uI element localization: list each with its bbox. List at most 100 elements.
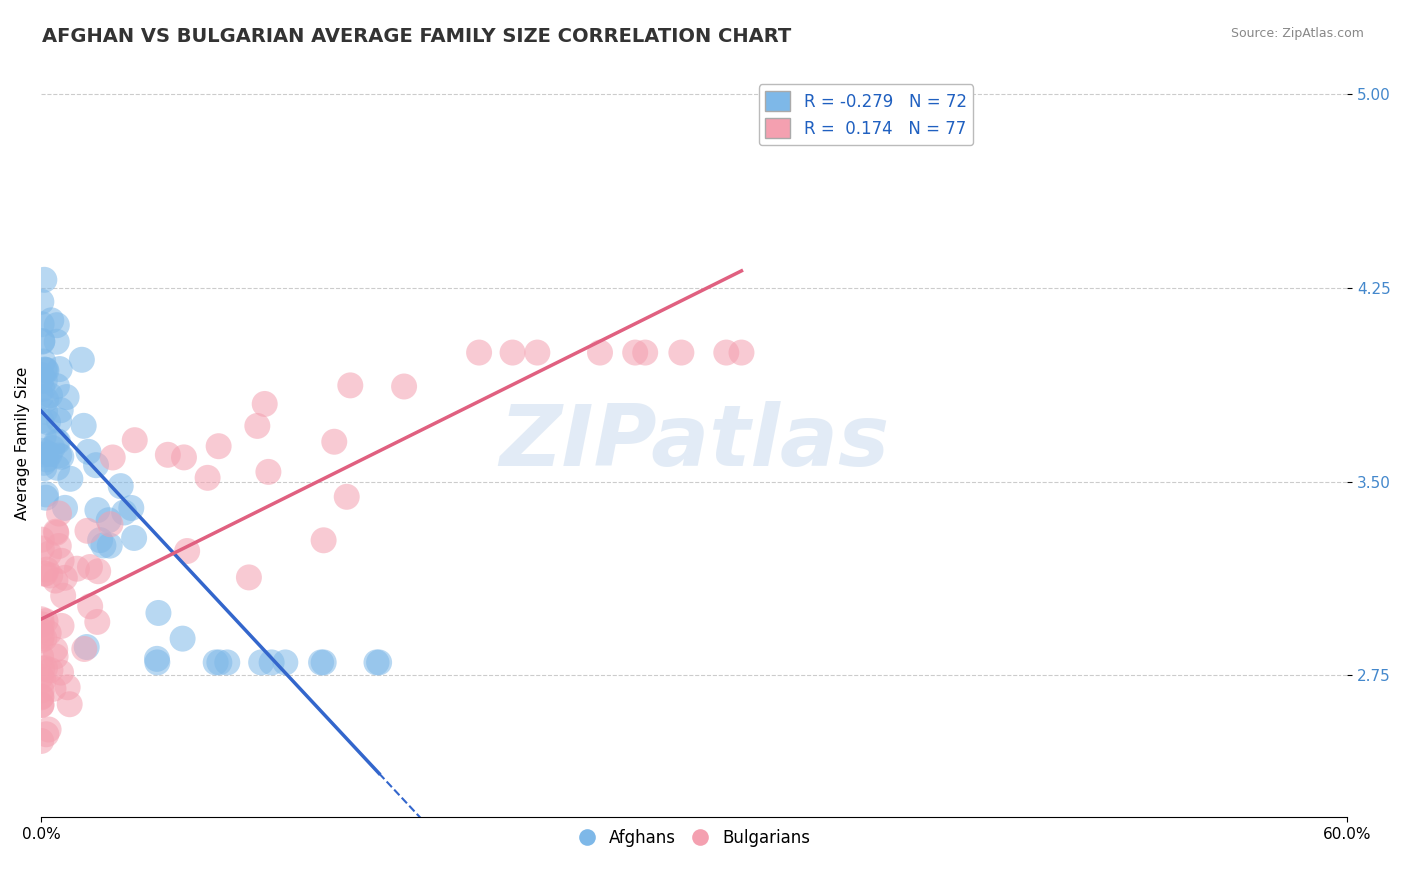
Point: [73, 642, 96, 657]
Point: [53, 500, 76, 515]
Point: [34, 566, 56, 581]
Point: [30, 612, 52, 626]
Point: [366, 656, 388, 670]
Point: [31, 617, 53, 632]
Point: [671, 345, 693, 359]
Point: [56, 681, 79, 695]
Point: [49, 403, 72, 417]
Point: [35, 491, 58, 505]
Point: [634, 345, 657, 359]
Point: [76, 524, 98, 538]
Point: [110, 479, 132, 493]
Point: [30, 373, 52, 387]
Point: [44, 574, 66, 588]
Y-axis label: Average Family Size: Average Family Size: [15, 367, 30, 520]
Point: [49, 665, 72, 680]
Point: [176, 544, 198, 558]
Point: [502, 345, 524, 359]
Point: [274, 656, 297, 670]
Point: [34, 632, 56, 646]
Point: [44, 642, 66, 657]
Point: [34, 404, 56, 418]
Point: [32, 456, 55, 470]
Point: [197, 471, 219, 485]
Point: [70, 352, 93, 367]
Point: [45, 434, 67, 449]
Point: [146, 652, 169, 666]
Point: [66, 562, 89, 576]
Text: AFGHAN VS BULGARIAN AVERAGE FAMILY SIZE CORRELATION CHART: AFGHAN VS BULGARIAN AVERAGE FAMILY SIZE …: [42, 27, 792, 45]
Point: [38, 547, 60, 561]
Point: [35, 487, 58, 501]
Point: [260, 656, 283, 670]
Point: [312, 533, 335, 548]
Point: [112, 506, 135, 520]
Point: [89, 533, 111, 548]
Point: [39, 663, 62, 677]
Point: [250, 656, 273, 670]
Point: [42, 681, 65, 696]
Point: [46, 460, 69, 475]
Point: [30, 294, 52, 309]
Point: [51, 450, 73, 464]
Point: [31, 382, 53, 396]
Point: [35, 563, 58, 577]
Point: [41, 441, 63, 455]
Point: [32, 566, 55, 581]
Point: [336, 490, 359, 504]
Point: [35, 363, 58, 377]
Point: [208, 439, 231, 453]
Point: [589, 345, 612, 359]
Point: [38, 626, 60, 640]
Point: [34, 374, 56, 388]
Point: [79, 599, 101, 614]
Point: [32, 429, 55, 443]
Point: [120, 500, 142, 515]
Point: [172, 632, 194, 646]
Point: [122, 531, 145, 545]
Point: [31, 662, 53, 676]
Point: [208, 656, 231, 670]
Point: [30, 624, 52, 638]
Point: [55, 390, 77, 404]
Point: [35, 452, 58, 467]
Point: [30, 734, 52, 748]
Point: [34, 614, 56, 628]
Point: [45, 649, 67, 664]
Point: [146, 656, 169, 670]
Text: ZIPatlas: ZIPatlas: [499, 401, 890, 484]
Point: [468, 345, 491, 359]
Point: [32, 461, 55, 475]
Point: [51, 554, 73, 568]
Point: [76, 640, 98, 654]
Point: [392, 379, 415, 393]
Point: [38, 723, 60, 737]
Point: [48, 362, 70, 376]
Point: [30, 690, 52, 705]
Point: [246, 418, 269, 433]
Point: [30, 389, 52, 403]
Point: [323, 434, 346, 449]
Point: [309, 656, 332, 670]
Point: [37, 415, 59, 429]
Point: [257, 465, 280, 479]
Point: [148, 606, 170, 620]
Point: [51, 619, 73, 633]
Point: [32, 448, 55, 462]
Point: [253, 397, 276, 411]
Point: [31, 533, 53, 547]
Point: [238, 570, 260, 584]
Point: [30, 698, 52, 712]
Point: [31, 629, 53, 643]
Point: [52, 589, 75, 603]
Point: [45, 525, 67, 540]
Point: [48, 414, 70, 428]
Point: [77, 445, 100, 459]
Point: [31, 368, 53, 382]
Point: [368, 656, 391, 670]
Point: [97, 513, 120, 527]
Point: [32, 444, 55, 458]
Point: [217, 656, 239, 670]
Point: [73, 418, 96, 433]
Point: [30, 669, 52, 683]
